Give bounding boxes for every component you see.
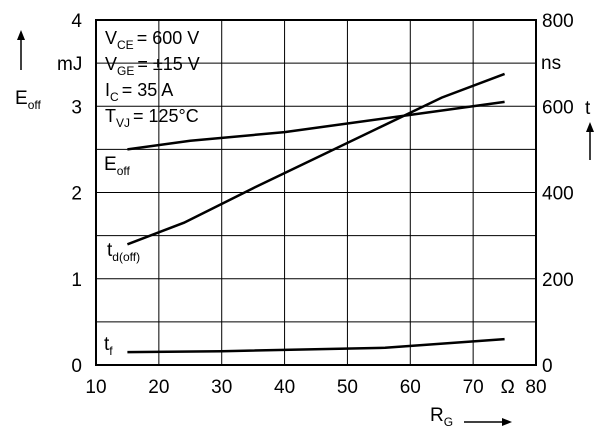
y-left-tick-label: 4 [71, 11, 82, 32]
series-labels: Eoff td(off) tf [104, 154, 140, 358]
y-right-tick-label: 200 [542, 270, 574, 291]
series-label: td(off) [107, 240, 140, 264]
y-right-tick-label: 600 [542, 97, 574, 118]
x-tick-label: 80 [525, 377, 546, 398]
series-line [127, 337, 505, 354]
y-left-label: Eoff [15, 88, 41, 112]
condition-line: TVJ = 125°C [105, 106, 199, 130]
condition-line: VGE = ±15 V [105, 54, 200, 78]
x-tick-label: 40 [274, 377, 295, 398]
x-unit: Ω [501, 377, 515, 398]
y-left-unit: mJ [57, 54, 82, 75]
x-tick-label: 10 [85, 377, 106, 398]
y-right-label: t [585, 98, 591, 119]
y-right-tick-label: 800 [542, 11, 574, 32]
x-tick-label: 60 [400, 377, 421, 398]
x-label: RG [430, 405, 453, 429]
y-right-arrowhead [586, 122, 594, 132]
series-lines [126, 72, 506, 354]
x-tick-label: 70 [463, 377, 484, 398]
y-right-tick-label: 0 [542, 356, 553, 377]
condition-line: VCE = 600 V [105, 28, 199, 52]
x-tick-label: 50 [337, 377, 358, 398]
y-left-tick-label: 3 [71, 97, 82, 118]
series-line [126, 72, 506, 246]
x-tick-label: 30 [211, 377, 232, 398]
y-left-tick-label: 1 [71, 270, 82, 291]
y-right-unit: ns [541, 53, 561, 74]
x-tick-label: 20 [148, 377, 169, 398]
y-left-tick-label: 0 [71, 356, 82, 377]
x-arrowhead [502, 418, 512, 426]
series-label: Eoff [104, 154, 130, 178]
condition-line: IC = 35 A [105, 80, 173, 104]
y-left-tick-label: 2 [71, 184, 82, 205]
grid [96, 20, 536, 365]
series-label: tf [104, 334, 113, 358]
y-right-tick-label: 400 [542, 184, 574, 205]
y-left-arrowhead [17, 30, 25, 40]
series-line [127, 100, 505, 151]
